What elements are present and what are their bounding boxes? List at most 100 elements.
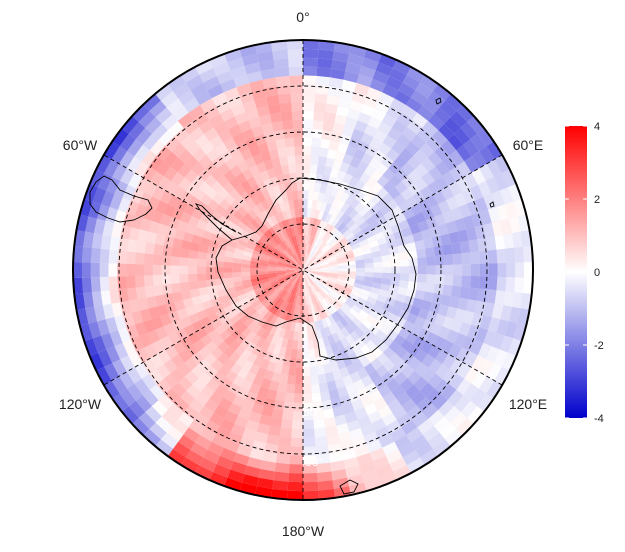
field-cell: [283, 281, 291, 290]
field-cell: [410, 90, 428, 106]
field-cell: [144, 285, 155, 298]
field-cell: [171, 319, 184, 332]
field-cell: [285, 268, 295, 270]
field-cell: [303, 420, 315, 430]
field-cell: [373, 150, 387, 163]
field-cell: [417, 419, 434, 435]
field-cell: [388, 365, 402, 379]
field-cell: [303, 57, 318, 67]
field-cell: [165, 181, 179, 195]
field-cell: [364, 257, 374, 264]
field-cell: [365, 314, 377, 325]
field-cell: [222, 210, 234, 221]
field-cell: [389, 68, 407, 83]
field-cell: [287, 155, 296, 165]
field-cell: [293, 137, 303, 147]
field-cell: [345, 465, 362, 478]
field-cell: [240, 348, 252, 360]
field-cell: [327, 293, 336, 302]
field-cell: [311, 268, 321, 270]
field-cell: [219, 418, 235, 432]
field-cell: [218, 294, 230, 304]
field-cell: [414, 290, 425, 300]
field-cell: [259, 259, 269, 264]
field-cell: [371, 418, 387, 432]
field-cell: [191, 234, 202, 245]
field-cell: [233, 252, 243, 260]
field-cell: [399, 258, 410, 267]
field-cell: [147, 196, 160, 211]
field-cell: [214, 142, 228, 156]
field-cell: [237, 323, 248, 334]
colorbar: 4 2 0 -2 -4: [565, 121, 604, 425]
field-cell: [266, 140, 278, 151]
field-cell: [223, 439, 240, 453]
field-cell: [376, 175, 389, 188]
field-cell: [174, 300, 186, 311]
field-cell: [325, 295, 334, 304]
field-cell: [303, 322, 308, 332]
field-cell: [456, 104, 474, 122]
field-cell: [363, 252, 373, 260]
field-cell: [277, 275, 287, 280]
field-cell: [99, 276, 110, 292]
field-cell: [266, 217, 275, 228]
field-cell: [394, 316, 407, 328]
latitude-circle-70: [210, 177, 396, 363]
field-cell: [139, 218, 152, 232]
field-cell: [364, 230, 375, 239]
field-cell: [280, 418, 293, 429]
anomaly-field: [73, 40, 533, 500]
field-cell: [364, 48, 382, 63]
field-cell: [93, 218, 106, 235]
field-cell: [282, 240, 289, 249]
field-cell: [479, 263, 489, 277]
field-cell: [425, 332, 439, 346]
field-cell: [179, 257, 189, 266]
field-cell: [349, 371, 362, 384]
field-cell: [506, 262, 516, 278]
field-cell: [146, 231, 158, 244]
field-cell: [231, 230, 242, 239]
field-cell: [354, 180, 366, 192]
field-cell: [335, 189, 345, 200]
field-cell: [290, 304, 296, 314]
field-cell: [339, 88, 355, 100]
field-cell: [456, 144, 472, 162]
field-cell: [267, 270, 277, 274]
field-cell: [318, 310, 325, 320]
field-cell: [326, 252, 335, 259]
field-cell: [295, 375, 303, 385]
field-cell: [412, 297, 424, 309]
field-cell: [239, 436, 255, 449]
field-cell: [376, 215, 388, 226]
field-cell: [268, 380, 280, 392]
field-cell: [251, 334, 261, 345]
field-cell: [367, 116, 382, 130]
field-cell: [520, 230, 532, 247]
field-cell: [270, 315, 279, 325]
field-cell: [259, 273, 269, 278]
field-cell: [321, 318, 329, 329]
field-cell: [303, 190, 309, 200]
field-cell: [342, 125, 355, 137]
field-cell: [346, 419, 361, 432]
field-cell: [334, 250, 344, 257]
field-cell: [292, 286, 297, 295]
field-cell: [479, 359, 494, 377]
field-cell: [285, 146, 295, 157]
field-cell: [230, 329, 242, 340]
field-cell: [382, 260, 392, 268]
field-cell: [303, 270, 309, 278]
field-cell: [311, 270, 321, 274]
field-cell: [313, 293, 320, 303]
field-cell: [225, 370, 238, 383]
field-cell: [335, 340, 345, 351]
field-cell: [245, 242, 256, 251]
field-cell: [254, 133, 267, 146]
field-cell: [97, 173, 113, 191]
field-cell: [288, 246, 295, 255]
field-cell: [117, 197, 131, 213]
field-cell: [223, 267, 233, 273]
field-cell: [233, 280, 243, 288]
